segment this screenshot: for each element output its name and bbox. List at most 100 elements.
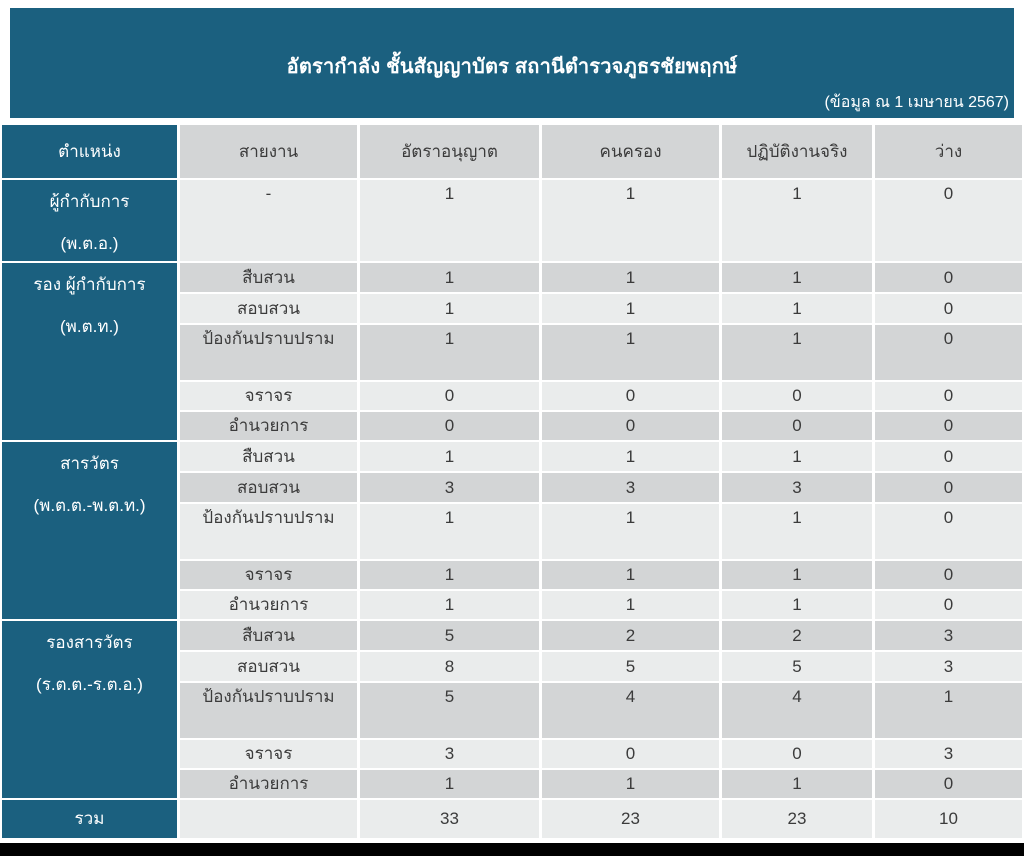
value-occupied: 4 xyxy=(542,683,719,738)
position-name: สารวัตร xyxy=(60,454,119,473)
unit-cell: จราจร xyxy=(180,382,357,410)
value-vacant: 0 xyxy=(875,561,1022,589)
data-date-note: (ข้อมูล ณ 1 เมษายน 2567) xyxy=(824,94,1009,111)
header-cell-position: ตำแหน่ง xyxy=(2,125,177,178)
value-vacant: 0 xyxy=(875,325,1022,380)
total-authorized: 33 xyxy=(360,800,539,838)
position-rank: (พ.ต.อ.) xyxy=(60,234,119,253)
value-actual: 1 xyxy=(722,263,872,292)
position-name: รองสารวัตร xyxy=(46,633,133,652)
value-actual: 5 xyxy=(722,652,872,681)
unit-cell: สืบสวน xyxy=(180,621,357,650)
value-actual: 0 xyxy=(722,412,872,440)
value-occupied: 1 xyxy=(542,180,719,261)
value-authorized: 1 xyxy=(360,325,539,380)
value-authorized: 8 xyxy=(360,652,539,681)
value-authorized: 3 xyxy=(360,740,539,768)
position-rank: (พ.ต.ต.-พ.ต.ท.) xyxy=(33,496,146,515)
unit-cell: ป้องกันปราบปราม xyxy=(180,325,357,380)
header-cell-unit: สายงาน xyxy=(180,125,357,178)
value-authorized: 1 xyxy=(360,442,539,471)
value-vacant: 3 xyxy=(875,621,1022,650)
value-vacant: 0 xyxy=(875,382,1022,410)
value-actual: 1 xyxy=(722,325,872,380)
unit-cell: สอบสวน xyxy=(180,473,357,502)
value-occupied: 1 xyxy=(542,770,719,798)
unit-cell: อำนวยการ xyxy=(180,412,357,440)
value-actual: 4 xyxy=(722,683,872,738)
value-vacant: 0 xyxy=(875,412,1022,440)
total-label-cell: รวม xyxy=(2,800,177,838)
value-occupied: 1 xyxy=(542,325,719,380)
value-actual: 1 xyxy=(722,770,872,798)
value-occupied: 0 xyxy=(542,382,719,410)
value-actual: 1 xyxy=(722,442,872,471)
header-cell-vacant: ว่าง xyxy=(875,125,1022,178)
value-vacant: 0 xyxy=(875,180,1022,261)
total-vacant: 10 xyxy=(875,800,1022,838)
value-actual: 1 xyxy=(722,591,872,619)
position-rank: (พ.ต.ท.) xyxy=(60,317,119,336)
value-authorized: 1 xyxy=(360,263,539,292)
value-actual: 0 xyxy=(722,740,872,768)
value-authorized: 0 xyxy=(360,382,539,410)
value-occupied: 1 xyxy=(542,442,719,471)
value-authorized: 1 xyxy=(360,770,539,798)
value-authorized: 1 xyxy=(360,561,539,589)
value-occupied: 0 xyxy=(542,740,719,768)
value-occupied: 3 xyxy=(542,473,719,502)
value-vacant: 0 xyxy=(875,770,1022,798)
unit-cell: อำนวยการ xyxy=(180,770,357,798)
unit-cell: ป้องกันปราบปราม xyxy=(180,504,357,559)
unit-cell: อำนวยการ xyxy=(180,591,357,619)
total-occupied: 23 xyxy=(542,800,719,838)
value-vacant: 0 xyxy=(875,591,1022,619)
position-cell-deputy-superintendent: รอง ผู้กำกับการ (พ.ต.ท.) xyxy=(2,263,177,440)
header-cell-actual: ปฏิบัติงานจริง xyxy=(722,125,872,178)
value-actual: 0 xyxy=(722,382,872,410)
unit-cell: สืบสวน xyxy=(180,263,357,292)
position-cell-inspector: สารวัตร (พ.ต.ต.-พ.ต.ท.) xyxy=(2,442,177,619)
value-occupied: 1 xyxy=(542,591,719,619)
value-authorized: 1 xyxy=(360,180,539,261)
value-occupied: 1 xyxy=(542,263,719,292)
value-vacant: 3 xyxy=(875,740,1022,768)
unit-cell: - xyxy=(180,180,357,261)
value-authorized: 0 xyxy=(360,412,539,440)
value-occupied: 1 xyxy=(542,561,719,589)
value-occupied: 0 xyxy=(542,412,719,440)
unit-cell: สอบสวน xyxy=(180,294,357,323)
staffing-table: ตำแหน่ง สายงาน อัตราอนุญาต คนครอง ปฏิบัต… xyxy=(2,125,1022,838)
value-occupied: 2 xyxy=(542,621,719,650)
value-actual: 1 xyxy=(722,180,872,261)
unit-cell: ป้องกันปราบปราม xyxy=(180,683,357,738)
unit-cell: สอบสวน xyxy=(180,652,357,681)
total-unit-cell-empty xyxy=(180,800,357,838)
unit-cell: สืบสวน xyxy=(180,442,357,471)
position-cell-deputy-inspector: รองสารวัตร (ร.ต.ต.-ร.ต.อ.) xyxy=(2,621,177,798)
title-block: อัตรากำลัง ชั้นสัญญาบัตร สถานีตำรวจภูธรช… xyxy=(10,8,1014,118)
unit-cell: จราจร xyxy=(180,561,357,589)
value-actual: 1 xyxy=(722,561,872,589)
value-authorized: 1 xyxy=(360,504,539,559)
value-vacant: 0 xyxy=(875,504,1022,559)
value-authorized: 1 xyxy=(360,294,539,323)
value-occupied: 1 xyxy=(542,504,719,559)
value-occupied: 5 xyxy=(542,652,719,681)
value-vacant: 0 xyxy=(875,294,1022,323)
position-cell-superintendent: ผู้กำกับการ (พ.ต.อ.) xyxy=(2,180,177,261)
value-actual: 1 xyxy=(722,294,872,323)
value-authorized: 5 xyxy=(360,621,539,650)
header-cell-occupied: คนครอง xyxy=(542,125,719,178)
value-authorized: 1 xyxy=(360,591,539,619)
value-actual: 3 xyxy=(722,473,872,502)
value-vacant: 0 xyxy=(875,442,1022,471)
total-actual: 23 xyxy=(722,800,872,838)
value-vacant: 3 xyxy=(875,652,1022,681)
value-actual: 1 xyxy=(722,504,872,559)
bottom-black-bar xyxy=(0,843,1024,856)
value-authorized: 5 xyxy=(360,683,539,738)
position-name: ผู้กำกับการ xyxy=(49,192,130,211)
header-cell-authorized: อัตราอนุญาต xyxy=(360,125,539,178)
